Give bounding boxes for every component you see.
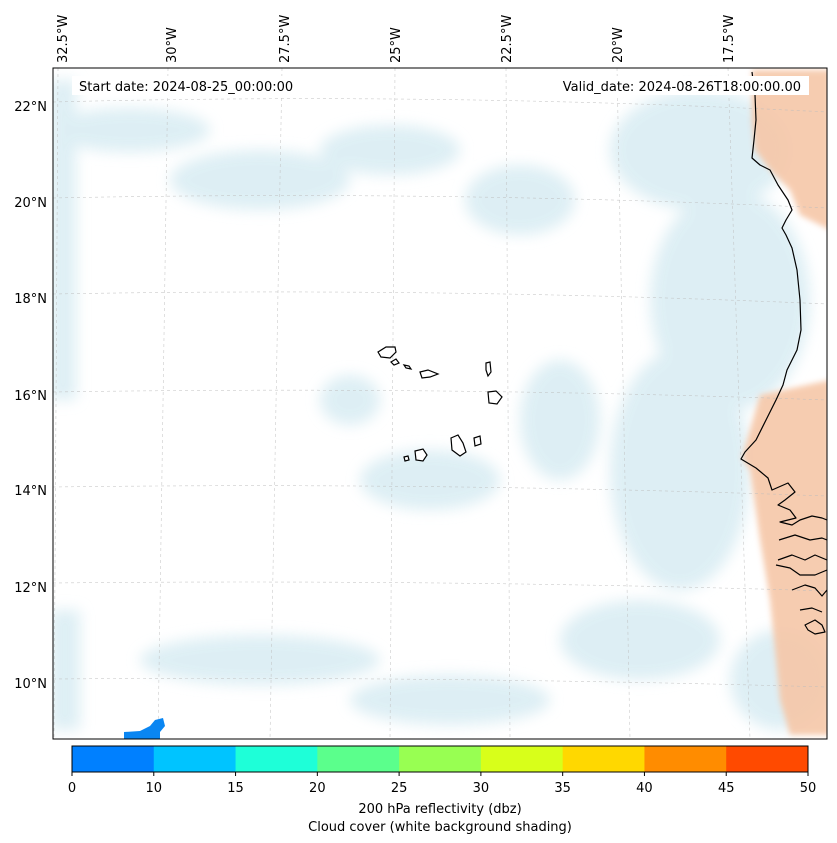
cloud-patch-north-1	[53, 108, 210, 152]
colorbar-swatch-8	[726, 746, 809, 772]
colorbar-swatches	[72, 746, 809, 772]
lon-label-20: 20°W	[611, 27, 626, 63]
lon-label-32-5: 32.5°W	[56, 15, 71, 63]
lon-line-22-5	[505, 68, 511, 739]
island-santa-luzia	[402, 364, 413, 370]
cloud-patch-southwest	[53, 610, 80, 730]
colorbar-tick-label: 0	[68, 781, 76, 796]
colorbar-tick-label: 50	[800, 781, 817, 796]
colorbar-tick-label: 15	[227, 781, 244, 796]
colorbar-label-line2: Cloud cover (white background shading)	[308, 820, 572, 835]
colorbar: 0 10 15 20 25 30 35 40 45 50 200 hPa reflectivity…	[68, 745, 816, 835]
lat-label-22: 22°N	[14, 100, 47, 115]
colorbar-tick-label: 35	[554, 781, 571, 796]
colorbar-swatch-4	[399, 746, 482, 772]
coastlines	[740, 71, 827, 635]
lat-line-20	[53, 195, 827, 209]
colorbar-tick-label: 10	[146, 781, 163, 796]
lat-label-14: 14°N	[14, 484, 47, 499]
island-maio	[473, 435, 482, 447]
lat-line-12	[53, 581, 827, 592]
lat-label-16: 16°N	[14, 389, 47, 404]
colorbar-swatch-3	[317, 746, 400, 772]
lat-label-20: 20°N	[14, 196, 47, 211]
start-date-box: Start date: 2024-08-25_00:00:00	[72, 76, 322, 95]
cloud-patch-south	[140, 635, 380, 685]
lat-line-22	[53, 98, 827, 113]
lon-line-25	[389, 68, 396, 739]
cloud-patch-west	[53, 80, 76, 400]
cloud-cover-shading	[53, 80, 827, 730]
cloud-patch-north-2	[170, 150, 350, 210]
colorbar-tick-label: 25	[391, 781, 408, 796]
cloud-patch-north-3	[320, 125, 460, 175]
lat-line-14	[53, 485, 827, 497]
lat-line-16	[53, 389, 827, 401]
cloud-patch-central-3	[520, 360, 600, 480]
latitude-labels: 22°N 20°N 18°N 16°N 14°N 12°N 10°N	[14, 100, 47, 692]
lon-label-25: 25°W	[389, 27, 404, 63]
colorbar-tick-label: 30	[473, 781, 490, 796]
colorbar-swatch-6	[562, 746, 645, 772]
colorbar-tick-label: 20	[309, 781, 326, 796]
colorbar-label-line1: 200 hPa reflectivity (dbz)	[358, 802, 521, 817]
colorbar-swatch-0	[72, 746, 155, 772]
island-sao-nicolau	[419, 369, 440, 379]
valid-date-background	[539, 76, 809, 95]
colorbar-swatch-1	[153, 746, 237, 772]
colorbar-tick-label: 40	[636, 781, 653, 796]
island-boa-vista	[487, 390, 503, 405]
cloud-patch-northeast	[610, 90, 790, 210]
lat-line-10	[53, 678, 827, 688]
africa-coastline-south	[775, 534, 827, 635]
lon-line-30	[157, 68, 169, 739]
colorbar-frame	[71, 745, 809, 773]
cloud-patch-north-4	[465, 165, 575, 235]
cloud-patch-south-3	[560, 600, 720, 680]
cloud-patch-central	[360, 450, 500, 510]
start-date-background	[72, 76, 322, 95]
cloud-patch-central-2	[320, 375, 380, 425]
lon-label-17-5: 17.5°W	[722, 15, 737, 63]
lat-line-18	[53, 291, 827, 305]
colorbar-ticks: 0 10 15 20 25 30 35 40 45 50	[68, 772, 816, 796]
lon-label-22-5: 22.5°W	[500, 15, 515, 63]
island-sal	[485, 361, 492, 378]
cloud-patch-south-2	[350, 675, 550, 725]
island-fogo	[414, 448, 428, 462]
lon-label-30: 30°W	[165, 27, 180, 63]
map-frame	[52, 67, 828, 740]
lat-label-10: 10°N	[14, 677, 47, 692]
lon-line-17-5	[727, 68, 751, 739]
cloud-patch-east-2	[610, 350, 750, 590]
lon-line-20	[616, 68, 631, 739]
warm-land-north	[752, 70, 827, 229]
lon-line-27-5	[269, 68, 283, 739]
graticule	[53, 68, 827, 739]
lat-label-18: 18°N	[14, 292, 47, 307]
africa-coastline-north	[740, 71, 827, 526]
lon-line-32-5	[53, 68, 59, 739]
island-santiago	[450, 434, 467, 457]
island-sao-vicente	[390, 358, 400, 366]
cape-verde-islands	[377, 346, 503, 462]
longitude-labels: 32.5°W 30°W 27.5°W 25°W 22.5°W 20°W 17.5…	[56, 15, 737, 63]
reflectivity-cell	[124, 718, 165, 739]
colorbar-swatch-2	[235, 746, 318, 772]
valid-date-box: Valid_date: 2024-08-26T18:00:00.00	[539, 76, 809, 95]
valid-date-label: Valid_date: 2024-08-26T18:00:00.00	[563, 80, 801, 95]
colorbar-swatch-7	[644, 746, 727, 772]
colorbar-swatch-5	[480, 746, 564, 772]
island-brava	[403, 455, 410, 462]
island-santo-antao	[377, 346, 397, 359]
map-panel[interactable]	[50, 67, 830, 740]
lon-label-27-5: 27.5°W	[278, 15, 293, 63]
colorbar-tick-label: 45	[718, 781, 735, 796]
start-date-label: Start date: 2024-08-25_00:00:00	[79, 80, 293, 95]
lat-label-12: 12°N	[14, 581, 47, 596]
